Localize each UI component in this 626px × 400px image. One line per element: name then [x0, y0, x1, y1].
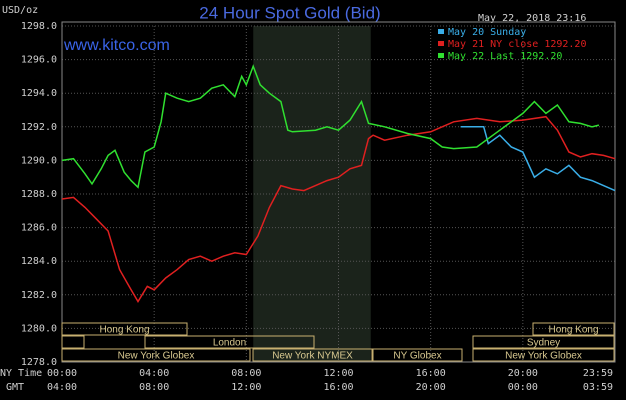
legend-swatch	[438, 53, 444, 58]
session-box	[252, 348, 373, 362]
session-box	[61, 322, 188, 336]
x-tick-label-gmt: 16:00	[323, 382, 353, 393]
x-tick-label: 04:00	[139, 368, 169, 379]
x-tick-label-gmt: 08:00	[139, 382, 169, 393]
plot-frame	[61, 21, 616, 363]
session-label: Hong Kong	[99, 325, 149, 336]
x-tick-label-gmt: 20:00	[416, 382, 446, 393]
source: www.kitco.com	[63, 37, 170, 54]
y-tick-label: 1278.0	[21, 357, 57, 368]
series-line	[61, 115, 616, 303]
session-label: New York Globex	[505, 351, 582, 362]
row-label: GMT	[6, 382, 24, 393]
x-tick-label: 20:00	[508, 368, 538, 379]
y-tick-label: 1286.0	[21, 223, 57, 234]
session-label: New York Globex	[118, 351, 195, 362]
session-box	[61, 348, 251, 362]
x-tick-label-gmt: 12:00	[231, 382, 261, 393]
y-axis-label: USD/oz	[2, 5, 38, 16]
legend-swatch	[438, 29, 444, 34]
y-tick-label: 1292.0	[21, 122, 57, 133]
session-box	[61, 335, 85, 349]
x-tick-label: 16:00	[416, 368, 446, 379]
x-tick-label: 23:59	[583, 368, 613, 379]
y-tick-label: 1294.0	[21, 88, 57, 99]
x-tick-label: 08:00	[231, 368, 261, 379]
series-line	[460, 126, 616, 192]
x-tick-label-gmt: 03:59	[583, 382, 613, 393]
session-box	[144, 335, 315, 349]
session-label: New York NYMEX	[272, 351, 353, 362]
legend-label: May 20 Sunday	[448, 27, 526, 38]
session-label: NY Globex	[393, 351, 441, 362]
session-box	[372, 348, 463, 362]
session-label: London	[213, 338, 246, 349]
x-tick-label-gmt: 00:00	[508, 382, 538, 393]
timestamp: May 22, 2018 23:16	[478, 13, 586, 24]
session-label: Sydney	[527, 338, 560, 349]
chart-title: 24 Hour Spot Gold (Bid)	[199, 3, 380, 22]
y-tick-label: 1280.0	[21, 323, 57, 334]
y-tick-label: 1298.0	[21, 21, 57, 32]
legend-label: May 22 Last 1292.20	[448, 51, 562, 62]
y-tick-label: 1284.0	[21, 256, 57, 267]
session-box	[472, 348, 615, 362]
series-line	[61, 64, 600, 189]
session-box	[532, 322, 615, 336]
legend-swatch	[438, 41, 444, 46]
y-tick-label: 1296.0	[21, 55, 57, 66]
legend-label: May 21 NY close 1292.20	[448, 39, 586, 50]
y-tick-label: 1282.0	[21, 290, 57, 301]
y-tick-label: 1288.0	[21, 189, 57, 200]
x-tick-label: 00:00	[47, 368, 77, 379]
row-label: NY Time	[0, 368, 42, 379]
x-tick-label-gmt: 04:00	[47, 382, 77, 393]
session-label: Hong Kong	[548, 325, 598, 336]
y-tick-label: 1290.0	[21, 155, 57, 166]
x-tick-label: 12:00	[323, 368, 353, 379]
session-box	[472, 335, 615, 349]
